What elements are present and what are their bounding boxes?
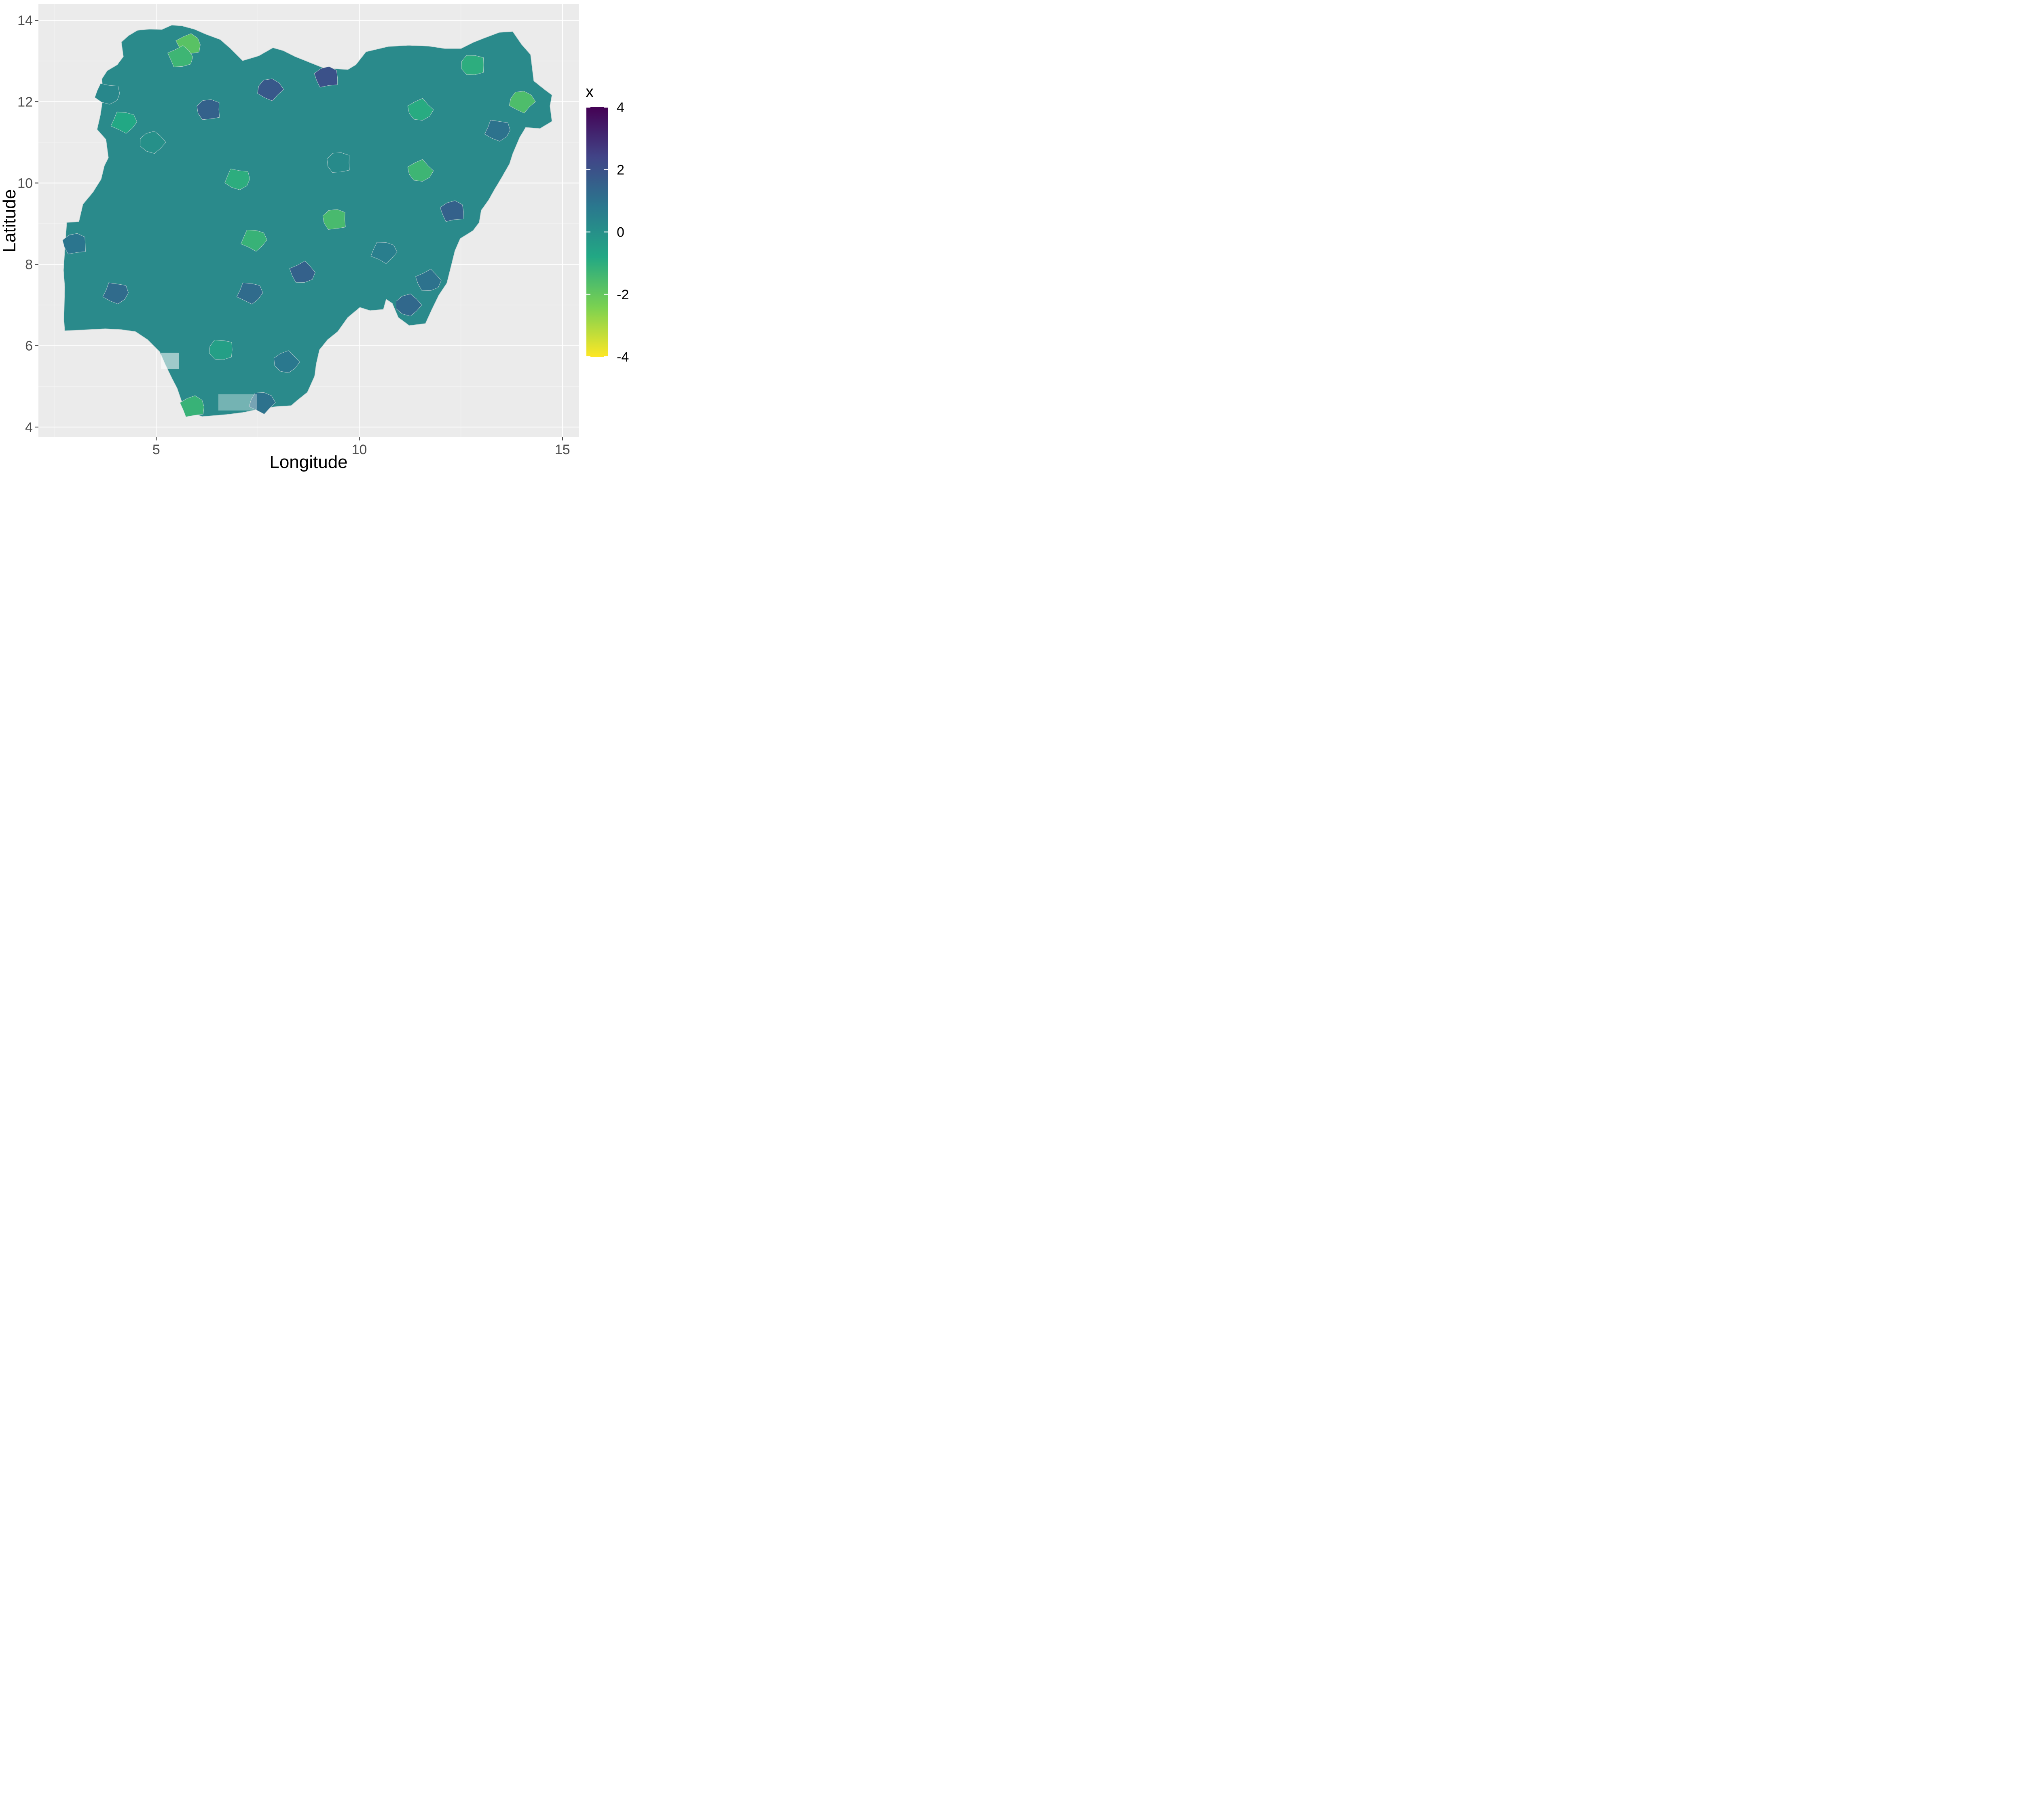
region-polygon — [461, 55, 484, 75]
water-delta-south — [218, 394, 257, 411]
region-polygon — [415, 269, 442, 291]
region-polygon — [314, 66, 338, 88]
water-delta-west — [161, 353, 179, 369]
y-tick-label: 10 — [17, 176, 33, 191]
region-polygon — [209, 340, 233, 360]
y-tick-label: 4 — [25, 420, 33, 435]
region-polygon — [407, 159, 434, 182]
y-axis-title: Latitude — [0, 189, 19, 253]
legend-tick-label: -2 — [617, 287, 629, 303]
region-polygon — [396, 294, 422, 317]
region-polygon — [62, 233, 86, 254]
region-polygon — [236, 282, 263, 305]
x-tick-label: 15 — [555, 442, 570, 457]
y-tick-label: 12 — [17, 94, 33, 110]
region-polygon — [249, 392, 276, 415]
region-polygon — [224, 168, 250, 190]
map-figure: 5 10 15 4 6 8 10 12 14 Longitude Latitude x 4 2 0… — [0, 0, 634, 476]
region-polygon — [240, 230, 267, 252]
legend-title: x — [586, 83, 594, 101]
x-axis-title: Longitude — [269, 452, 347, 472]
region-polygon — [370, 242, 398, 264]
country-outline-nigeria — [63, 25, 552, 417]
region-polygon — [440, 200, 464, 222]
region-polygon — [484, 120, 510, 142]
region-polygon — [327, 152, 350, 173]
region-polygon — [167, 45, 193, 67]
y-tick-label: 8 — [25, 257, 33, 273]
region-polygon — [102, 282, 129, 305]
choropleth-map: 5 10 15 4 6 8 10 12 14 Longitude Latitude x 4 2 0… — [0, 4, 629, 472]
region-polygon — [110, 112, 137, 134]
region-polygon — [180, 395, 204, 417]
legend-tick-label: 2 — [617, 162, 624, 178]
region-polygon — [273, 350, 300, 373]
region-polygons — [62, 33, 536, 417]
region-polygon — [407, 98, 434, 121]
y-tick-label: 6 — [25, 339, 33, 354]
x-axis: 5 10 15 — [152, 437, 570, 457]
region-polygon — [322, 209, 346, 230]
x-tick-label: 5 — [152, 442, 160, 457]
region-polygon — [257, 78, 284, 101]
region-polygon — [197, 99, 220, 120]
y-axis: 4 6 8 10 12 14 — [17, 13, 38, 435]
x-tick-label: 10 — [352, 442, 367, 457]
legend-tick-label: 0 — [617, 225, 624, 240]
region-polygon — [289, 260, 315, 283]
region-polygon — [509, 91, 536, 114]
legend-tick-label: 4 — [617, 100, 624, 115]
region-polygon — [140, 131, 166, 154]
legend-ticks: 4 2 0 -2 -4 — [586, 100, 629, 365]
y-tick-label: 14 — [17, 13, 33, 28]
region-polygon — [95, 83, 120, 105]
legend-tick-label: -4 — [617, 349, 629, 365]
color-legend: x 4 2 0 -2 -4 — [586, 83, 629, 365]
